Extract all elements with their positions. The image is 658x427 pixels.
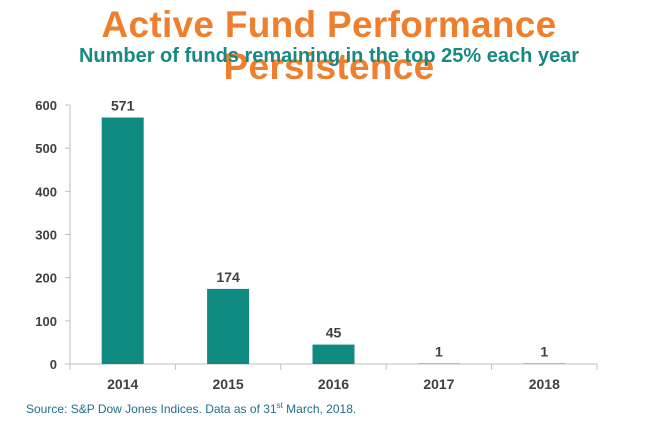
bar-2014 (101, 117, 144, 364)
y-axis: 0 100 200 300 400 500 600 (35, 98, 71, 372)
data-label-2015: 174 (216, 269, 240, 285)
source-suffix: March, 2018. (282, 402, 357, 416)
y-tick-label: 500 (35, 141, 57, 156)
data-labels: 571 174 45 1 1 (111, 98, 548, 360)
x-tick-label-2014: 2014 (107, 376, 138, 392)
x-tick-label-2017: 2017 (423, 376, 454, 392)
source-note: Source: S&P Dow Jones Indices. Data as o… (26, 401, 356, 416)
source-prefix: Source: S&P Dow Jones Indices. Data as o… (26, 402, 277, 416)
y-tick-label: 0 (50, 357, 57, 372)
x-axis: 2014 2015 2016 2017 2018 (69, 363, 598, 392)
y-tick-label: 400 (35, 184, 57, 199)
y-tick-label: 300 (35, 228, 57, 243)
source-superscript: st (276, 401, 283, 410)
x-tick-label-2016: 2016 (318, 376, 349, 392)
y-tick-label: 200 (35, 271, 57, 286)
chart-subtitle: Number of funds remaining in the top 25%… (78, 45, 580, 67)
bar-2016 (312, 344, 355, 364)
chart-title: Active Fund Performance Persistence (101, 4, 557, 87)
data-label-2018: 1 (540, 344, 548, 360)
bar-2015 (207, 288, 250, 364)
y-tick-label: 600 (35, 98, 57, 113)
x-tick-label-2018: 2018 (529, 376, 560, 392)
y-tick-label: 100 (35, 314, 57, 329)
data-label-2017: 1 (435, 344, 443, 360)
data-label-2016: 45 (326, 325, 342, 341)
data-label-2014: 571 (111, 98, 135, 114)
x-tick-label-2015: 2015 (213, 376, 244, 392)
bars (101, 117, 566, 364)
